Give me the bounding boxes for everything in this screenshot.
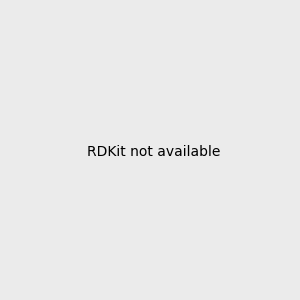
Text: RDKit not available: RDKit not available bbox=[87, 145, 220, 158]
